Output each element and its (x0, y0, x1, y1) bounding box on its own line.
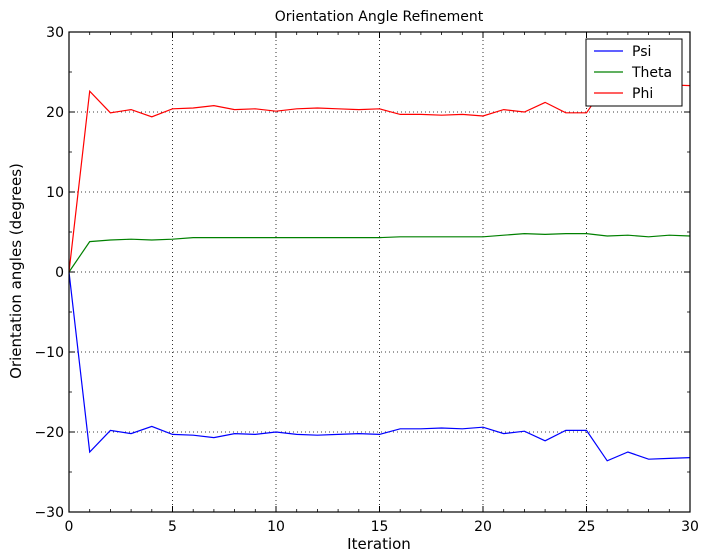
y-axis-label: Orientation angles (degrees) (7, 163, 25, 379)
legend-label-psi: Psi (632, 44, 651, 60)
y-tick-label-4: 10 (46, 185, 64, 201)
x-tick-label-4: 20 (474, 519, 492, 535)
x-tick-label-2: 10 (267, 519, 285, 535)
y-tick-label-6: 30 (46, 25, 64, 41)
y-tick-label-0: −30 (34, 505, 64, 521)
series-line-psi (68, 271, 691, 462)
y-tick-label-2: −10 (34, 345, 64, 361)
y-tick-label-5: 20 (46, 105, 64, 121)
legend-label-theta: Theta (631, 65, 672, 81)
series-line-phi (68, 82, 691, 273)
series-line-theta (68, 232, 691, 273)
x-tick-label-6: 30 (681, 519, 699, 535)
legend-label-phi: Phi (632, 86, 653, 102)
chart-title: Orientation Angle Refinement (275, 9, 484, 25)
axis-ticks: 0 5 10 15 20 25 30 −30 −20 −10 0 10 20 30 (34, 25, 698, 535)
y-tick-label-1: −20 (34, 425, 64, 441)
y-tick-label-3: 0 (55, 265, 64, 281)
series-lines (68, 82, 691, 462)
x-tick-label-0: 0 (65, 519, 74, 535)
x-tick-label-5: 25 (578, 519, 596, 535)
x-tick-label-1: 5 (168, 519, 177, 535)
legend: Psi Theta Phi (585, 38, 683, 107)
x-axis-label: Iteration (347, 535, 411, 553)
x-tick-label-3: 15 (371, 519, 389, 535)
